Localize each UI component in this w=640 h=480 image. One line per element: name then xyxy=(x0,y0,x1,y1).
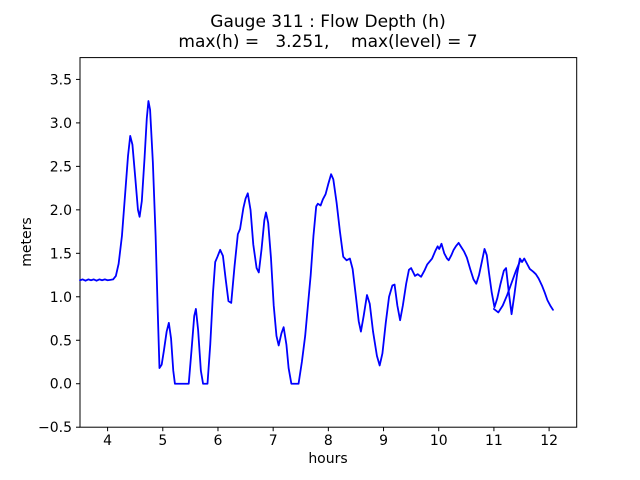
y-tick-label: −0.5 xyxy=(38,420,72,436)
x-tick-label: 6 xyxy=(214,433,223,449)
y-tick-label: 0.0 xyxy=(50,377,72,393)
y-tick-label: 3.0 xyxy=(50,116,72,132)
x-tick-label: 11 xyxy=(485,433,503,449)
chart-title: Gauge 311 : Flow Depth (h) xyxy=(210,12,446,32)
refinement-overlap-trace-line xyxy=(493,259,522,314)
x-tick-label: 4 xyxy=(103,433,112,449)
y-axis-label: meters xyxy=(19,217,35,267)
plot-border xyxy=(79,57,578,428)
y-tick-label: 1.0 xyxy=(50,290,72,306)
y-tick-label: 3.5 xyxy=(50,72,72,88)
chart-subtitle: max(h) = 3.251, max(level) = 7 xyxy=(178,31,478,52)
y-tick-label: 0.5 xyxy=(50,333,72,349)
chart-title-block: Gauge 311 : Flow Depth (h) max(h) = 3.25… xyxy=(8,12,640,52)
x-axis-label: hours xyxy=(308,451,348,467)
y-tick-label: 1.5 xyxy=(50,246,72,262)
x-tick-label: 10 xyxy=(430,433,448,449)
x-tick-label: 8 xyxy=(324,433,333,449)
y-tick-label: 2.0 xyxy=(50,203,72,219)
x-tick-label: 5 xyxy=(158,433,167,449)
x-tick-label: 7 xyxy=(269,433,278,449)
y-tick-label: 2.5 xyxy=(50,159,72,175)
flow-depth-h-line xyxy=(79,100,554,385)
x-tick-label: 9 xyxy=(379,433,388,449)
x-tick-label: 12 xyxy=(540,433,558,449)
